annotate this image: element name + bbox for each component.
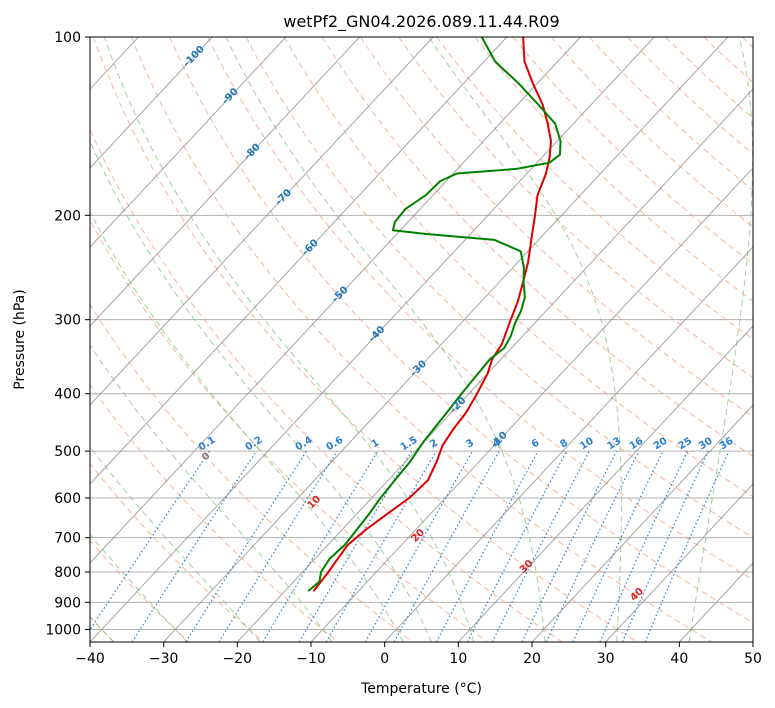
x-tick-label: −40 [75, 651, 105, 667]
mixing-ratio-line [131, 450, 257, 642]
mixing-ratio-label: 1 [370, 437, 382, 450]
moist-adiabat-line [90, 533, 188, 642]
isotherm-line [384, 246, 753, 642]
mixing-ratio-label: 8 [558, 437, 570, 450]
dry-adiabats [90, 37, 753, 642]
y-tick-label: 700 [54, 531, 81, 547]
mixing-ratio-line [435, 450, 539, 642]
y-tick-label: 500 [54, 444, 81, 460]
dry-adiabat-line [321, 37, 753, 457]
x-tick-label: −10 [296, 651, 326, 667]
x-tick-label: 40 [670, 651, 688, 667]
isotherm-line [531, 404, 753, 642]
moist-adiabat-line [428, 37, 622, 642]
y-tick-label: 600 [54, 491, 81, 507]
isotherm-line [90, 37, 581, 564]
x-tick-label: 0 [380, 651, 389, 667]
x-axis-label: Temperature (°C) [360, 681, 482, 697]
dry-adiabat-line [474, 37, 753, 302]
mixing-ratio-line [185, 450, 307, 642]
dry-adiabat-line [589, 37, 753, 191]
mixing-ratio-label: 2 [428, 437, 440, 450]
dry-adiabat-line [90, 128, 563, 642]
dry-adiabat-line [131, 37, 712, 642]
y-axis-label: Pressure (hPa) [12, 289, 28, 389]
mixing-ratio-line [262, 450, 379, 642]
moist-adiabat-line [103, 37, 475, 642]
isotherm-line [236, 88, 753, 642]
y-tick-label: 200 [54, 208, 81, 224]
x-tick-label: 30 [597, 651, 615, 667]
dry-adiabat-line [90, 303, 414, 642]
isotherm-line [90, 37, 213, 169]
mixing-ratio-line [364, 450, 474, 642]
dewpoint-profile-line [307, 37, 562, 592]
mixing-ratio-line [644, 450, 730, 642]
y-tick-label: 400 [54, 387, 81, 403]
dry-adiabat-line [90, 462, 264, 642]
dry-adiabat-line [207, 37, 753, 581]
mixing-ratio-line [491, 450, 590, 642]
dry-adiabat-line [550, 37, 753, 228]
isotherm-line [310, 167, 753, 642]
isotherm-line [605, 483, 753, 642]
chart-title: wetPf2_GN04.2026.089.11.44.R09 [283, 12, 559, 32]
moist-adiabat-line [90, 445, 261, 642]
dry-adiabat-line [436, 37, 753, 340]
moist-adiabat-line [688, 37, 753, 642]
axis-ticks: −40 −30 −20 −10 0 10 20 30 40 50 100 200 300 400 500 60… [45, 30, 762, 667]
isotherm-line [90, 37, 434, 406]
isotherm-line [90, 37, 508, 485]
dry-adiabat-line [283, 37, 753, 498]
mixing-ratio-line [393, 450, 500, 642]
y-tick-label: 900 [54, 595, 81, 611]
x-tick-label: 50 [744, 651, 762, 667]
sounding-series [307, 37, 562, 592]
isotherm-line [163, 37, 729, 642]
x-tick-label: 20 [523, 651, 541, 667]
mixing-ratio-label: 6 [530, 437, 542, 450]
mixing-ratio-line [521, 450, 618, 642]
moist-adiabat-line [90, 210, 404, 642]
x-tick-label: −30 [149, 651, 179, 667]
x-tick-label: 10 [449, 651, 467, 667]
dry-adiabat-line [92, 37, 638, 642]
x-tick-label: −20 [223, 651, 253, 667]
isotherm-line [90, 37, 287, 248]
dry-adiabat-line [169, 37, 753, 624]
mixing-ratio-line [90, 450, 211, 631]
y-tick-label: 300 [54, 313, 81, 329]
plot-frame [89, 36, 754, 643]
isotherm-line [457, 325, 753, 642]
mixing-ratio-line [621, 450, 709, 642]
y-tick-label: 1000 [45, 622, 81, 638]
y-tick-label: 800 [54, 565, 81, 581]
mixing-ratio-label: 3 [464, 437, 476, 450]
moist-adiabats [90, 37, 753, 642]
dry-adiabat-line [360, 37, 753, 418]
y-tick-label: 100 [54, 30, 81, 46]
temperature-profile-line [313, 37, 552, 592]
mixing-ratio-label: 4 [491, 437, 503, 450]
isobar-grid [90, 37, 753, 630]
mixing-ratio-line [218, 450, 338, 642]
isotherm-line [90, 37, 360, 327]
moist-adiabat-line [225, 37, 546, 642]
